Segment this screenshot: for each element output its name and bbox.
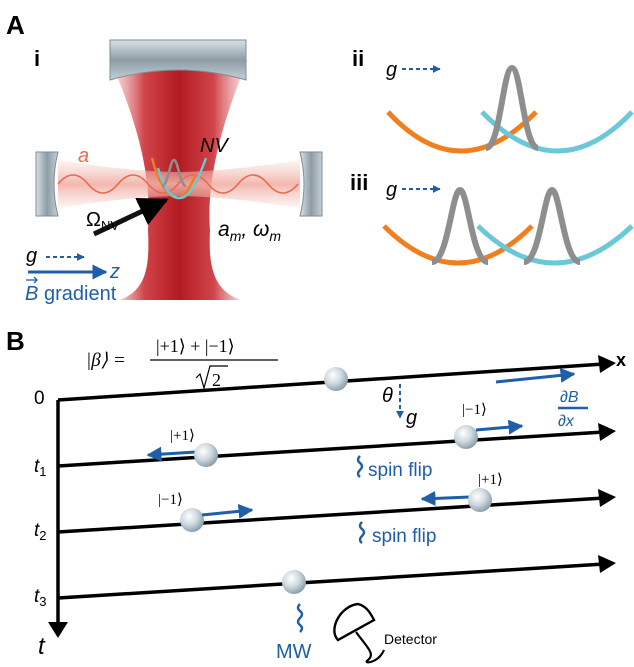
position-axis-3 (57, 562, 605, 600)
spin-flip-1: spin flip (356, 455, 432, 481)
potential-well-cyan-iii (476, 224, 634, 266)
position-axis-0-arrowhead (598, 355, 616, 373)
position-axis-1-arrowhead (598, 423, 616, 441)
svg-text:2: 2 (212, 370, 221, 390)
wavy-flip-icon-1 (356, 455, 364, 478)
diamond-particle-t1-left (194, 443, 218, 467)
spin-plus-arrow-row2 (420, 490, 471, 506)
nv-label: NV (200, 135, 229, 157)
panel-a-label: A (6, 10, 25, 40)
g-label-b: g (406, 407, 417, 429)
wavepacket-iii-left (430, 186, 490, 265)
top-mirror (109, 39, 247, 81)
svg-text:∂B: ∂B (560, 389, 579, 406)
wavepacket-iii-right (522, 186, 582, 265)
panel-a-sub-i: i (34, 46, 40, 71)
mw-wavy-icon (296, 603, 304, 633)
svg-text:B: B (25, 283, 38, 305)
omega-nv-label: ΩNV (86, 209, 119, 233)
x-axis-label: x (616, 350, 626, 370)
field-gradient-arrow (495, 367, 576, 384)
time-label-0: 0 (34, 388, 45, 409)
mw-label: MW (276, 641, 312, 663)
beta-denominator: 2 (195, 365, 228, 391)
ket-minus-row1: |−1⟩ (462, 402, 487, 418)
diamond-particle-t2-left (180, 508, 204, 532)
potential-well-cyan-ii (480, 110, 634, 154)
cavity-mode-label: a (78, 145, 89, 167)
spin-minus-arrow-row1 (475, 419, 524, 435)
panel-a-sub-ii: ii (352, 46, 364, 71)
panel-b-label: B (6, 326, 25, 356)
omega-nv-arrow (92, 197, 169, 237)
b-gradient-label: B gradient (25, 276, 117, 305)
ket-plus-row1: |+1⟩ (170, 428, 195, 444)
diamond-particle-t2-right (468, 488, 492, 512)
nv-peak-small (161, 158, 187, 188)
time-label-t2: t2 (34, 520, 47, 543)
svg-text:spin flip: spin flip (372, 526, 436, 547)
ket-plus-row2: |+1⟩ (478, 472, 503, 488)
spin-flip-2: spin flip (358, 521, 436, 547)
field-gradient-label: ∂B ∂x (558, 389, 588, 430)
spin-plus-arrow-row1 (146, 446, 197, 462)
z-label: z (109, 261, 120, 283)
position-axis-2 (57, 496, 605, 534)
position-axis-2-arrowhead (598, 489, 616, 507)
diamond-particle-t0 (324, 367, 348, 391)
svg-text:gradient: gradient (44, 283, 117, 305)
detector-icon (333, 602, 386, 664)
svg-text:spin flip: spin flip (368, 460, 432, 481)
potential-well-orange-ii (386, 110, 538, 154)
mechanical-mode-label: am, ωm (218, 218, 281, 244)
wavepacket-ii (484, 64, 540, 151)
spin-minus-arrow-row2 (201, 503, 254, 519)
ket-minus-row2: |−1⟩ (158, 492, 183, 508)
position-axis-1 (57, 430, 605, 468)
time-axis-label: t (38, 633, 46, 660)
beta-lhs: |β⟩ = (86, 350, 126, 371)
g-label-a: g (26, 245, 37, 267)
cavity-wave (57, 174, 299, 194)
right-mirror (299, 151, 323, 217)
g-label-ii: g (386, 59, 397, 81)
beta-numerator: |+1⟩ + |−1⟩ (156, 336, 235, 356)
time-label-t1: t1 (34, 456, 47, 479)
potential-well-orange-iii (382, 224, 534, 266)
detector-label: Detector (384, 631, 437, 647)
svg-text:∂x: ∂x (558, 413, 575, 430)
diamond-particle-t3 (282, 570, 306, 594)
left-mirror (35, 151, 59, 217)
time-axis-arrowhead (48, 622, 68, 638)
wavy-flip-icon-2 (358, 521, 366, 544)
diamond-particle-t1-right (454, 425, 478, 449)
time-label-t3: t3 (34, 586, 47, 609)
panel-a-sub-iii: iii (350, 170, 368, 195)
position-axis-3-arrowhead (598, 555, 616, 573)
g-label-iii: g (386, 179, 397, 201)
theta-label: θ (382, 385, 393, 407)
